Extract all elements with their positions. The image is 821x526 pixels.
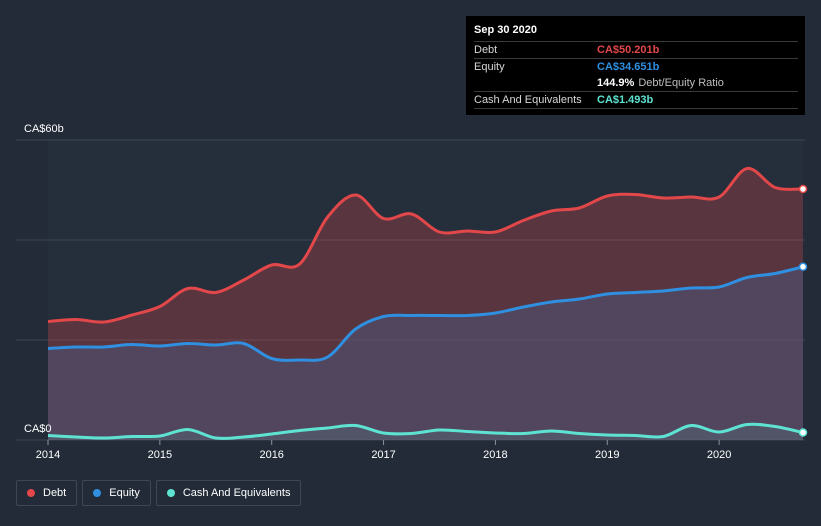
legend-label-debt: Debt xyxy=(43,487,67,499)
tooltip-panel: Sep 30 2020 Debt CA$50.201b Equity CA$34… xyxy=(466,16,805,115)
y-tick-label-bottom: CA$0 xyxy=(24,423,52,435)
cash-and-equivalents-end-marker xyxy=(798,428,808,437)
tooltip-date: Sep 30 2020 xyxy=(474,24,537,36)
tooltip-ratio-value: 144.9% xyxy=(597,77,635,89)
cash-and-equivalents-line xyxy=(47,422,804,440)
tooltip-row-equity: Equity CA$34.651b xyxy=(474,58,798,75)
cash-dot-icon xyxy=(166,489,175,497)
legend-item-debt[interactable]: Debt xyxy=(16,480,78,506)
legend-item-cash[interactable]: Cash And Equivalents xyxy=(155,480,302,506)
tooltip-label-equity: Equity xyxy=(474,61,505,73)
x-tick-label-2019: 2019 xyxy=(595,449,619,461)
equity-end-marker xyxy=(798,262,808,271)
series-lines xyxy=(47,166,804,440)
legend: Debt Equity Cash And Equivalents xyxy=(16,480,306,506)
equity-area xyxy=(48,266,803,440)
debt-area xyxy=(48,168,803,440)
x-tick-label-2016: 2016 xyxy=(259,449,283,461)
equity-dot-icon xyxy=(93,489,102,497)
tooltip-value-cash: CA$1.493b xyxy=(597,94,654,106)
legend-label-equity: Equity xyxy=(109,487,140,499)
legend-item-equity[interactable]: Equity xyxy=(82,480,151,506)
tooltip-value-debt: CA$50.201b xyxy=(597,44,660,56)
debt-dot-icon xyxy=(27,489,35,497)
x-tick-label-2020: 2020 xyxy=(707,449,731,461)
equity-line xyxy=(47,265,804,362)
x-tick-label-2015: 2015 xyxy=(148,449,172,461)
legend-label-cash: Cash And Equivalents xyxy=(182,487,291,499)
tooltip-label-debt: Debt xyxy=(474,44,498,56)
tooltip-ratio-label: Debt/Equity Ratio xyxy=(638,77,724,89)
y-tick-label-top: CA$60b xyxy=(24,123,64,135)
x-tick-label-2018: 2018 xyxy=(483,449,507,461)
debt-line xyxy=(47,166,804,324)
debt-end-marker xyxy=(798,184,808,194)
tooltip-label-cash: Cash And Equivalents xyxy=(474,94,582,106)
tooltip-value-equity: CA$34.651b xyxy=(597,61,660,73)
tooltip-ratio-spacer xyxy=(474,75,597,91)
x-tick-label-2014: 2014 xyxy=(36,449,60,461)
tooltip-row-ratio: 144.9% Debt/Equity Ratio xyxy=(474,75,798,91)
x-tick-label-2017: 2017 xyxy=(371,449,395,461)
x-axis-ticks: 2014 2015 2016 2017 2018 2019 2020 xyxy=(36,440,731,461)
tooltip-row-cash: Cash And Equivalents CA$1.493b xyxy=(474,91,798,109)
end-markers xyxy=(798,184,808,437)
tooltip-row-debt: Debt CA$50.201b xyxy=(474,41,798,58)
